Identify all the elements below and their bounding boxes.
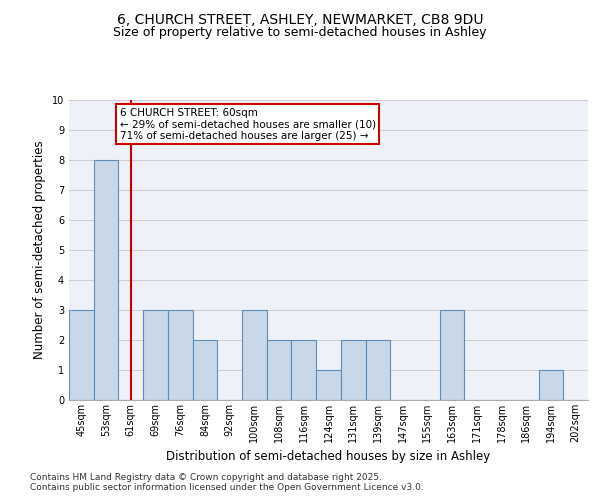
X-axis label: Distribution of semi-detached houses by size in Ashley: Distribution of semi-detached houses by … xyxy=(166,450,491,464)
Bar xyxy=(292,340,316,400)
Y-axis label: Number of semi-detached properties: Number of semi-detached properties xyxy=(34,140,46,360)
Bar xyxy=(539,370,563,400)
Bar xyxy=(193,340,217,400)
Bar xyxy=(94,160,118,400)
Text: Size of property relative to semi-detached houses in Ashley: Size of property relative to semi-detach… xyxy=(113,26,487,39)
Bar xyxy=(341,340,365,400)
Bar xyxy=(365,340,390,400)
Text: Contains HM Land Registry data © Crown copyright and database right 2025.
Contai: Contains HM Land Registry data © Crown c… xyxy=(30,472,424,492)
Bar xyxy=(168,310,193,400)
Bar xyxy=(69,310,94,400)
Bar xyxy=(242,310,267,400)
Text: 6 CHURCH STREET: 60sqm
← 29% of semi-detached houses are smaller (10)
71% of sem: 6 CHURCH STREET: 60sqm ← 29% of semi-det… xyxy=(119,108,376,140)
Bar xyxy=(267,340,292,400)
Bar xyxy=(316,370,341,400)
Bar xyxy=(143,310,168,400)
Text: 6, CHURCH STREET, ASHLEY, NEWMARKET, CB8 9DU: 6, CHURCH STREET, ASHLEY, NEWMARKET, CB8… xyxy=(117,12,483,26)
Bar xyxy=(440,310,464,400)
